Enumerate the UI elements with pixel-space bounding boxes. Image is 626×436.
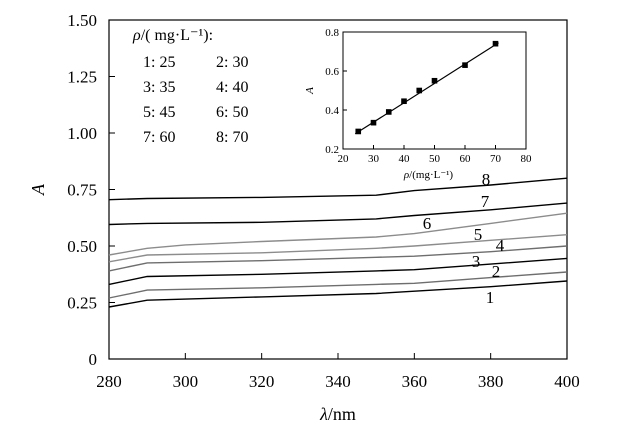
legend-entry: 4: 40 xyxy=(216,79,248,96)
x-tick-label: 320 xyxy=(249,372,275,391)
inset-data-point xyxy=(431,77,438,84)
y-axis-title: A xyxy=(28,183,48,196)
y-tick-label: 0.50 xyxy=(67,237,97,256)
legend-entry: 7: 60 xyxy=(143,129,175,146)
x-tick-label: 280 xyxy=(96,372,122,391)
inset-x-tick-label: 70 xyxy=(490,153,502,165)
curve-label-8: 8 xyxy=(482,170,491,189)
y-tick-label: 0.75 xyxy=(67,181,97,200)
inset-x-axis-title: ρ/(mg·L⁻¹) xyxy=(403,169,454,181)
inset-data-point xyxy=(416,87,423,94)
series-line-4 xyxy=(108,245,568,272)
series-line-1 xyxy=(108,280,568,308)
series-line-3 xyxy=(108,257,568,286)
inset-x-tick-label: 20 xyxy=(338,153,350,165)
inset-x-tick-label: 80 xyxy=(521,153,533,165)
series-line-2 xyxy=(108,271,568,299)
curve-label-2: 2 xyxy=(492,262,501,281)
y-tick-label: 1.25 xyxy=(67,68,97,87)
series-line-7 xyxy=(108,202,568,226)
inset-y-axis-title: A xyxy=(304,87,316,95)
inset-x-tick-label: 40 xyxy=(399,153,411,165)
y-tick-label: 1.50 xyxy=(67,11,97,30)
series-line-8 xyxy=(108,177,568,201)
inset-x-tick-label: 60 xyxy=(460,153,472,165)
inset-plot: 20 30 40 50 60 70 80 0.2 0.4 0.6 0.8 ρ/(mg·L⁻¹) A xyxy=(304,27,532,181)
legend-title: ρ/( mg·L⁻¹): xyxy=(132,27,213,44)
legend-entry: 5: 45 xyxy=(143,104,175,121)
inset-y-tick-label: 0.2 xyxy=(325,144,339,156)
inset-x-tick-label: 30 xyxy=(368,153,380,165)
x-axis-title: λ/nm xyxy=(319,404,356,424)
inset-data-point xyxy=(492,40,499,47)
series-line-6 xyxy=(108,212,568,256)
inset-fit-line xyxy=(354,42,499,135)
y-tick-label: 0.25 xyxy=(67,294,97,313)
inset-data-point xyxy=(355,128,362,135)
curve-label-1: 1 xyxy=(486,288,495,307)
y-tick-label: 1.00 xyxy=(67,124,97,143)
curve-label-4: 4 xyxy=(496,236,505,255)
y-tick-label: 0 xyxy=(89,350,98,369)
inset-x-tick-label: 50 xyxy=(429,153,441,165)
x-tick-label: 380 xyxy=(478,372,504,391)
curve-label-3: 3 xyxy=(472,252,481,271)
curve-label-6: 6 xyxy=(423,214,432,233)
series-line-5 xyxy=(108,234,568,263)
inset-data-point xyxy=(370,119,377,126)
inset-data-point xyxy=(401,98,407,105)
main-plot: 280 300 320 340 360 380 40000.250.500.751.001.… xyxy=(28,11,580,424)
x-tick-label: 300 xyxy=(173,372,199,391)
inset-y-tick-label: 0.6 xyxy=(325,66,339,78)
legend-entry: 3: 35 xyxy=(143,79,175,96)
legend-entry: 1: 25 xyxy=(143,54,175,71)
x-tick-label: 340 xyxy=(325,372,351,391)
legend-entry: 8: 70 xyxy=(216,129,248,146)
inset-data-point xyxy=(462,62,468,68)
inset-y-tick-label: 0.8 xyxy=(325,27,339,39)
legend-entry: 6: 50 xyxy=(216,104,248,121)
inset-frame xyxy=(342,31,527,150)
x-tick-label: 400 xyxy=(554,372,580,391)
curve-label-5: 5 xyxy=(474,225,483,244)
curve-label-7: 7 xyxy=(481,192,490,211)
legend-entry: 2: 30 xyxy=(216,54,248,71)
legend: ρ/( mg·L⁻¹): 1: 25 2: 30 3: 35 4: 40 5: 45 6: … xyxy=(132,27,248,146)
x-tick-label: 360 xyxy=(402,372,428,391)
inset-data-point xyxy=(385,109,392,115)
inset-y-tick-label: 0.4 xyxy=(325,105,339,117)
